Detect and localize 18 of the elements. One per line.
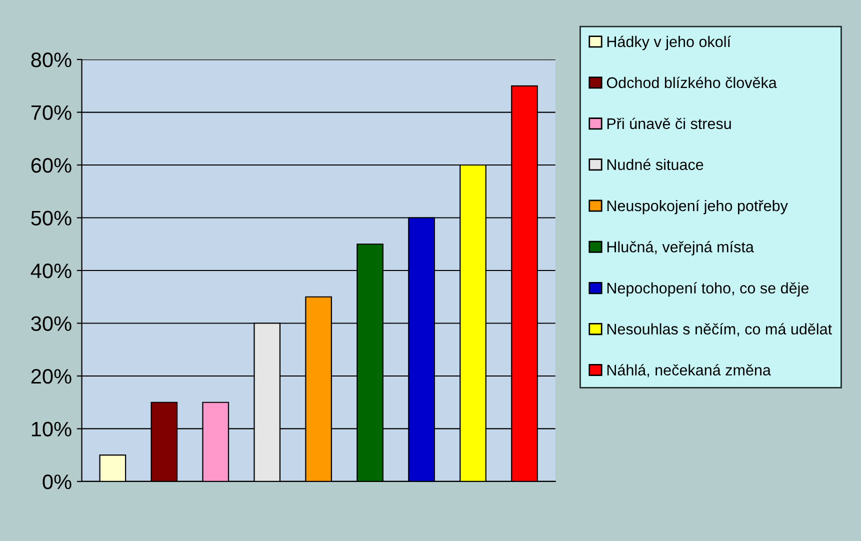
legend-label: Nudné situace bbox=[607, 158, 704, 170]
y-tick-label: 60% bbox=[31, 158, 72, 173]
y-tick-label: 20% bbox=[31, 368, 72, 384]
legend-label: Při únavě či stresu bbox=[607, 118, 731, 130]
y-tick-label: 70% bbox=[31, 105, 72, 120]
legend-label: Hádky v jeho okolí bbox=[607, 36, 731, 50]
legend-label: Odchod blízkého člověka bbox=[606, 76, 777, 88]
y-tick-label: 30% bbox=[31, 316, 72, 331]
y-tick-label: 40% bbox=[30, 264, 72, 278]
legend-label: Nesouhlas s něčím, co má udělat bbox=[607, 323, 832, 336]
legend-label: Neuspokojení jeho potřeby bbox=[607, 200, 788, 214]
y-tick-label: 50% bbox=[31, 210, 72, 226]
y-tick-label: 0% bbox=[42, 474, 72, 490]
legend-label: Nepochopení toho, co se děje bbox=[607, 282, 808, 297]
y-tick-label: 10% bbox=[32, 422, 72, 436]
legend-label: Náhlá, nečekaná změna bbox=[607, 364, 771, 378]
legend-label: Hlučná, veřejná místa bbox=[607, 240, 754, 256]
y-tick-label: 80% bbox=[31, 52, 72, 68]
